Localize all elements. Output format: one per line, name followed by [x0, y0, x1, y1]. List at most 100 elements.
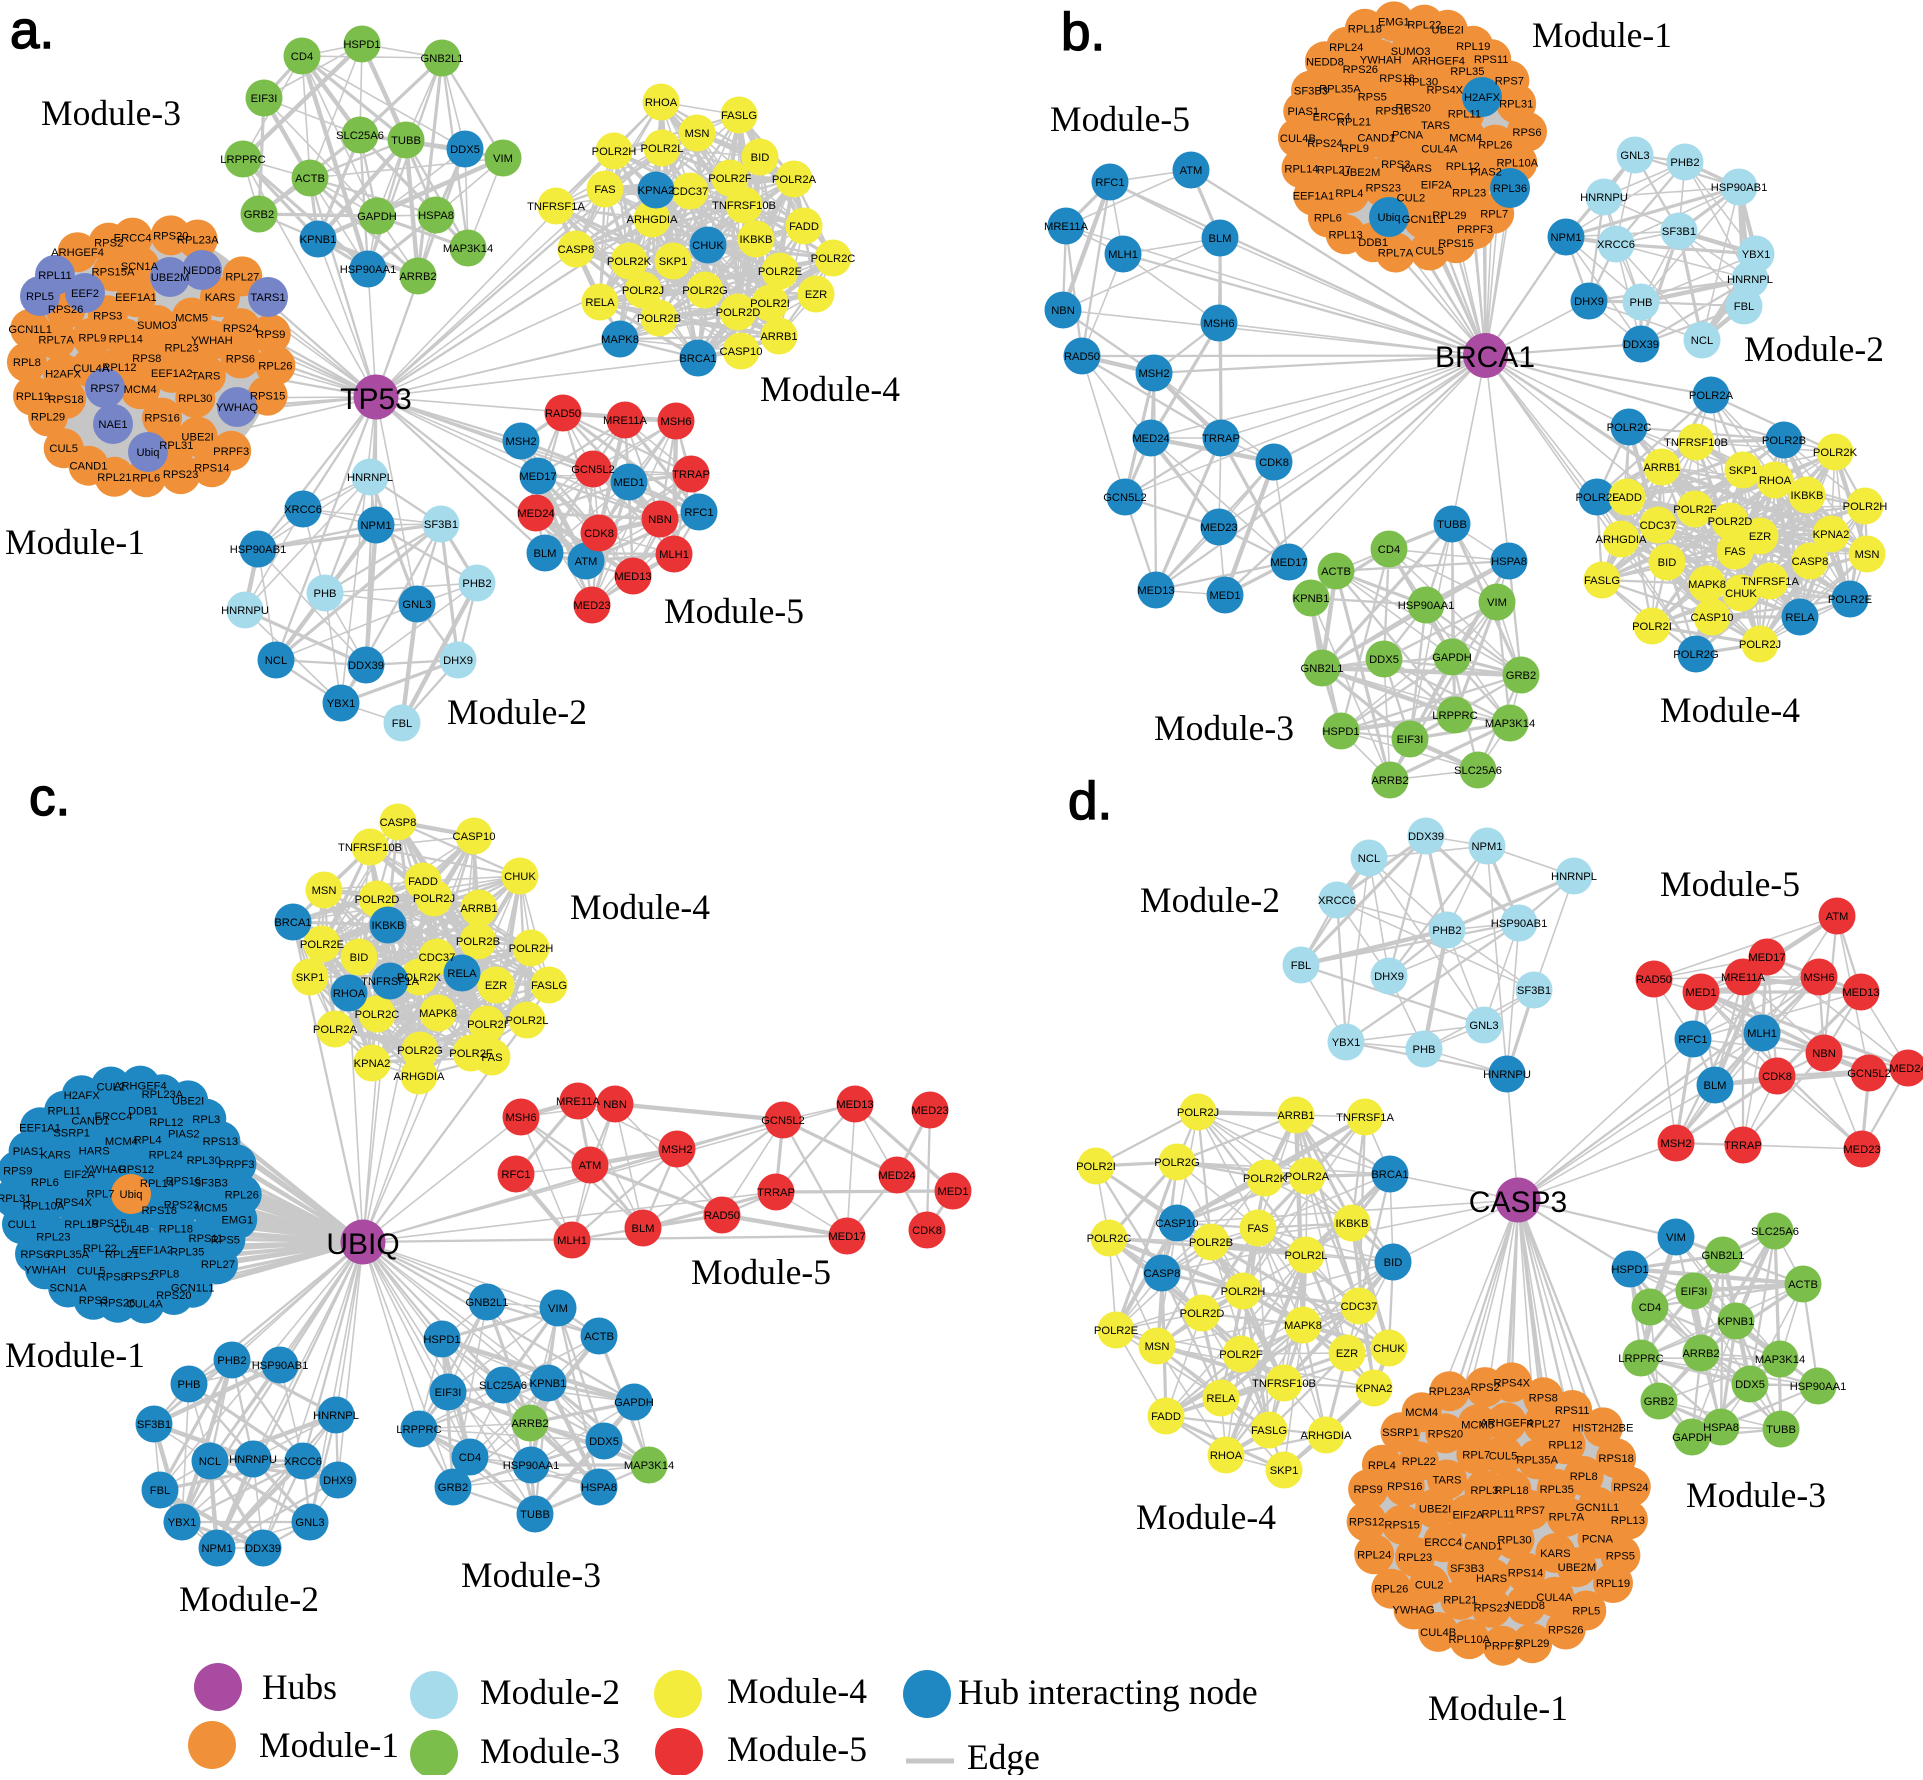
svg-text:CUL4B: CUL4B	[1420, 1627, 1456, 1639]
svg-text:VIM: VIM	[548, 1303, 568, 1315]
svg-text:POLR2H: POLR2H	[509, 943, 554, 955]
svg-text:POLR2D: POLR2D	[716, 307, 761, 319]
svg-text:RPL7: RPL7	[87, 1189, 115, 1201]
svg-text:RPS13: RPS13	[203, 1136, 238, 1148]
svg-text:GCN5L2: GCN5L2	[761, 1115, 805, 1127]
svg-text:MED23: MED23	[1843, 1144, 1880, 1156]
svg-text:GAPDH: GAPDH	[1432, 652, 1472, 664]
svg-text:CAND1: CAND1	[71, 1116, 109, 1128]
svg-text:Edge: Edge	[967, 1737, 1040, 1775]
svg-text:GRB2: GRB2	[244, 209, 274, 221]
svg-text:POLR2E: POLR2E	[1094, 1325, 1138, 1337]
svg-text:RELA: RELA	[1206, 1393, 1236, 1405]
svg-text:RPL11: RPL11	[38, 270, 71, 282]
svg-text:MSN: MSN	[1145, 1341, 1170, 1353]
svg-text:RPS26: RPS26	[48, 304, 83, 316]
svg-text:MSH6: MSH6	[1803, 972, 1834, 984]
svg-text:NPM1: NPM1	[201, 1543, 232, 1555]
svg-text:SLC25A6: SLC25A6	[1454, 765, 1502, 777]
svg-text:POLR2D: POLR2D	[1180, 1308, 1225, 1320]
svg-text:GAPDH: GAPDH	[1672, 1432, 1712, 1444]
svg-text:KPNA2: KPNA2	[1813, 529, 1850, 541]
svg-text:NPM1: NPM1	[1471, 841, 1502, 853]
svg-text:RPL6: RPL6	[31, 1177, 59, 1189]
svg-text:HSP90AB1: HSP90AB1	[1491, 918, 1548, 930]
svg-text:SLC25A6: SLC25A6	[479, 1380, 527, 1392]
svg-text:CASP8: CASP8	[558, 244, 595, 256]
svg-text:Module-5: Module-5	[691, 1252, 831, 1292]
svg-text:TNFRSF10B: TNFRSF10B	[1664, 437, 1728, 449]
svg-text:RPL3: RPL3	[192, 1114, 220, 1126]
svg-text:RPL11: RPL11	[1448, 108, 1481, 120]
svg-text:POLR2B: POLR2B	[456, 936, 500, 948]
svg-text:EZR: EZR	[1336, 1348, 1358, 1360]
svg-text:RPL24: RPL24	[149, 1150, 183, 1162]
svg-text:RPL14: RPL14	[140, 1178, 174, 1190]
svg-text:GNB2L1: GNB2L1	[1702, 1250, 1745, 1262]
svg-text:HARS: HARS	[1476, 1573, 1507, 1585]
svg-text:Module-5: Module-5	[727, 1729, 867, 1769]
svg-text:YBX1: YBX1	[168, 1517, 197, 1529]
svg-text:MSH2: MSH2	[1138, 368, 1169, 380]
svg-text:POLR2G: POLR2G	[1154, 1157, 1199, 1169]
svg-text:POLR2E: POLR2E	[758, 266, 802, 278]
svg-text:MSH6: MSH6	[505, 1112, 536, 1124]
svg-text:SF3B1: SF3B1	[424, 519, 458, 531]
svg-text:FBL: FBL	[150, 1485, 171, 1497]
svg-text:DDX39: DDX39	[348, 660, 384, 672]
svg-text:LRPPRC: LRPPRC	[220, 154, 265, 166]
svg-text:HSP90AB1: HSP90AB1	[230, 544, 287, 556]
svg-text:RPL27: RPL27	[201, 1259, 235, 1271]
svg-text:TNFRSF1A: TNFRSF1A	[1741, 576, 1799, 588]
svg-text:EEF1A2: EEF1A2	[131, 1244, 173, 1256]
svg-text:SSRP1: SSRP1	[1382, 1427, 1419, 1439]
svg-text:RPL35: RPL35	[1450, 66, 1484, 78]
svg-text:RPS15A: RPS15A	[92, 267, 135, 279]
svg-text:POLR2K: POLR2K	[607, 256, 652, 268]
svg-text:RPS6: RPS6	[226, 354, 255, 366]
svg-text:POLR2D: POLR2D	[1708, 516, 1753, 528]
svg-text:EIF2A: EIF2A	[1452, 1509, 1484, 1521]
svg-text:SKP1: SKP1	[296, 972, 325, 984]
svg-text:TUBB: TUBB	[1437, 519, 1467, 531]
svg-text:Module-1: Module-1	[1428, 1688, 1568, 1728]
svg-text:TRRAP: TRRAP	[1202, 433, 1240, 445]
svg-text:NBN: NBN	[1051, 305, 1075, 317]
svg-text:HSP90AB1: HSP90AB1	[1711, 182, 1768, 194]
svg-text:IKBKB: IKBKB	[1791, 490, 1824, 502]
svg-text:RPL5: RPL5	[26, 291, 54, 303]
svg-text:FAS: FAS	[481, 1052, 502, 1064]
svg-text:RPL19: RPL19	[16, 391, 50, 403]
svg-text:RPS12: RPS12	[119, 1164, 154, 1176]
svg-text:DDX39: DDX39	[1623, 339, 1659, 351]
svg-text:CUL2: CUL2	[1397, 193, 1426, 205]
svg-text:ARRB1: ARRB1	[760, 331, 797, 343]
svg-text:POLR2H: POLR2H	[592, 146, 637, 158]
svg-text:PIAS2: PIAS2	[168, 1128, 200, 1140]
svg-text:POLR2C: POLR2C	[811, 253, 856, 265]
svg-text:RPS11: RPS11	[188, 1233, 223, 1245]
svg-text:Module-1: Module-1	[1532, 15, 1672, 55]
svg-text:FASLG: FASLG	[1251, 1425, 1287, 1437]
svg-text:GCN5L2: GCN5L2	[571, 464, 615, 476]
svg-text:CDK8: CDK8	[1762, 1071, 1792, 1083]
svg-text:FAS: FAS	[594, 184, 615, 196]
svg-text:UBE2I: UBE2I	[1419, 1504, 1451, 1516]
svg-text:KPNA2: KPNA2	[1356, 1383, 1393, 1395]
svg-text:Module-2: Module-2	[179, 1579, 319, 1619]
svg-text:POLR2H: POLR2H	[1221, 1286, 1266, 1298]
svg-text:PHB2: PHB2	[462, 578, 491, 590]
svg-text:MED17: MED17	[1270, 557, 1307, 569]
svg-text:GCN5L2: GCN5L2	[1103, 492, 1147, 504]
svg-text:MED23: MED23	[573, 600, 610, 612]
svg-text:RPL4: RPL4	[1335, 188, 1363, 200]
svg-text:Hub interacting node: Hub interacting node	[958, 1672, 1258, 1712]
svg-text:Module-4: Module-4	[1660, 690, 1800, 730]
svg-text:MSN: MSN	[312, 885, 337, 897]
svg-text:RPL35: RPL35	[170, 1247, 204, 1259]
svg-text:CDC37: CDC37	[1341, 1301, 1378, 1313]
svg-text:RPS24: RPS24	[1307, 138, 1342, 150]
svg-text:EZR: EZR	[805, 289, 827, 301]
svg-text:DHX9: DHX9	[443, 655, 473, 667]
svg-text:XRCC6: XRCC6	[284, 504, 322, 516]
